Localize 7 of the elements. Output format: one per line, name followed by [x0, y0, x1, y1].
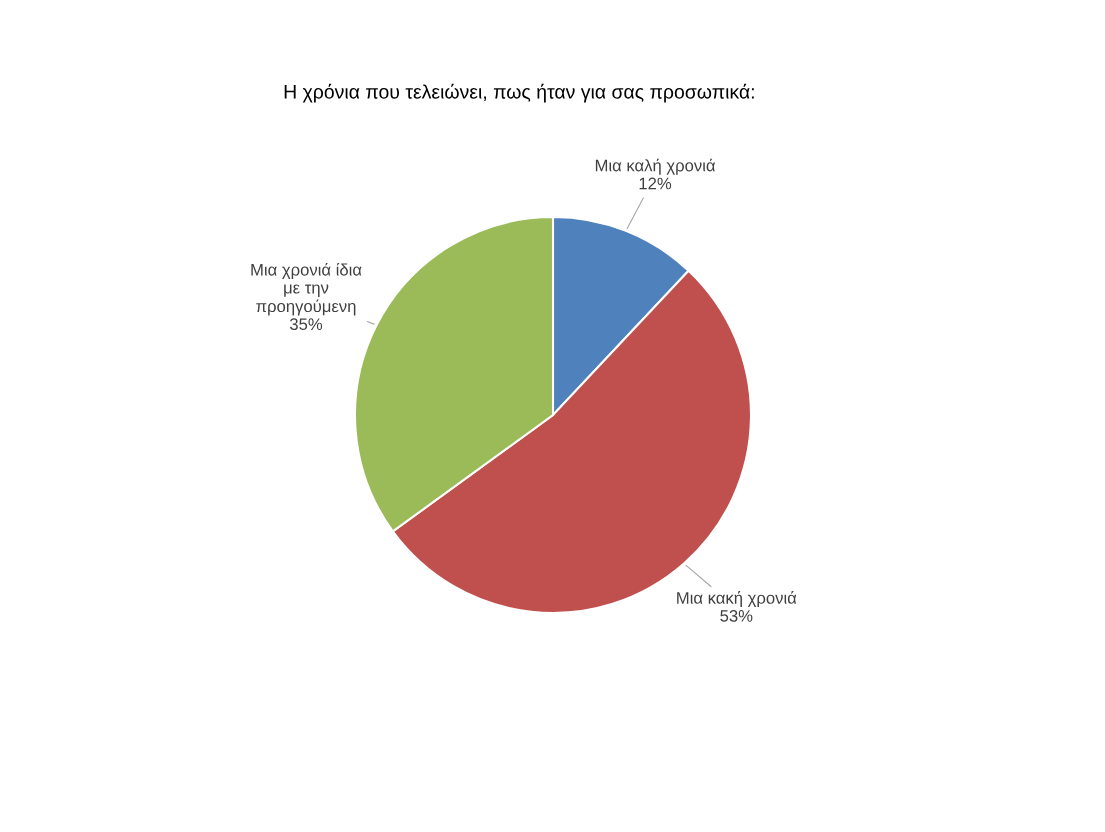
data-label: 53% [720, 609, 753, 622]
slice-label: Μια κακή χρονιά [677, 591, 797, 608]
slice-label: Μια καλή χρονιά [595, 158, 716, 175]
slice-label: Μια χρονιά ίδια με την προηγούμενη [251, 262, 362, 316]
data-label: 35% [289, 318, 323, 331]
chart-title: Η χρόνια που τελειώνει, πως ήταν για σας προσωπικά: [284, 83, 754, 103]
data-label: 12% [639, 177, 672, 190]
